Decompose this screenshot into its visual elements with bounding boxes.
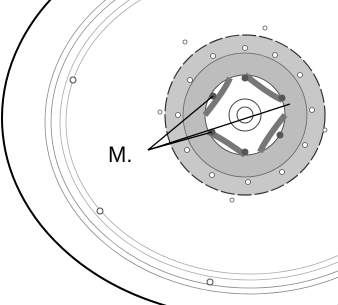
vent-hole bbox=[310, 108, 315, 113]
vent-hole bbox=[298, 73, 303, 78]
vent-hole bbox=[280, 170, 285, 175]
vent-hole bbox=[246, 180, 251, 185]
wheel-diagram: M. bbox=[0, 0, 338, 305]
vent-hole bbox=[323, 128, 327, 132]
vent-hole bbox=[211, 54, 216, 59]
vent-hole bbox=[273, 53, 278, 58]
vent-hole bbox=[176, 113, 181, 118]
bolt bbox=[277, 132, 284, 139]
vent-hole bbox=[210, 173, 215, 178]
rim-hole bbox=[207, 279, 213, 285]
vent-hole bbox=[185, 148, 190, 153]
callout-label: M. bbox=[108, 142, 132, 167]
rim-hole bbox=[97, 208, 103, 214]
vent-hole bbox=[263, 26, 267, 30]
rim-hole bbox=[70, 77, 76, 83]
vent-hole bbox=[158, 110, 162, 114]
vent-hole bbox=[303, 143, 308, 148]
bolt bbox=[242, 75, 249, 82]
vent-hole bbox=[243, 46, 248, 51]
vent-hole bbox=[188, 78, 193, 83]
vent-hole bbox=[230, 198, 234, 202]
bolt bbox=[279, 95, 286, 102]
bolt bbox=[242, 149, 249, 156]
vent-hole bbox=[183, 40, 187, 44]
